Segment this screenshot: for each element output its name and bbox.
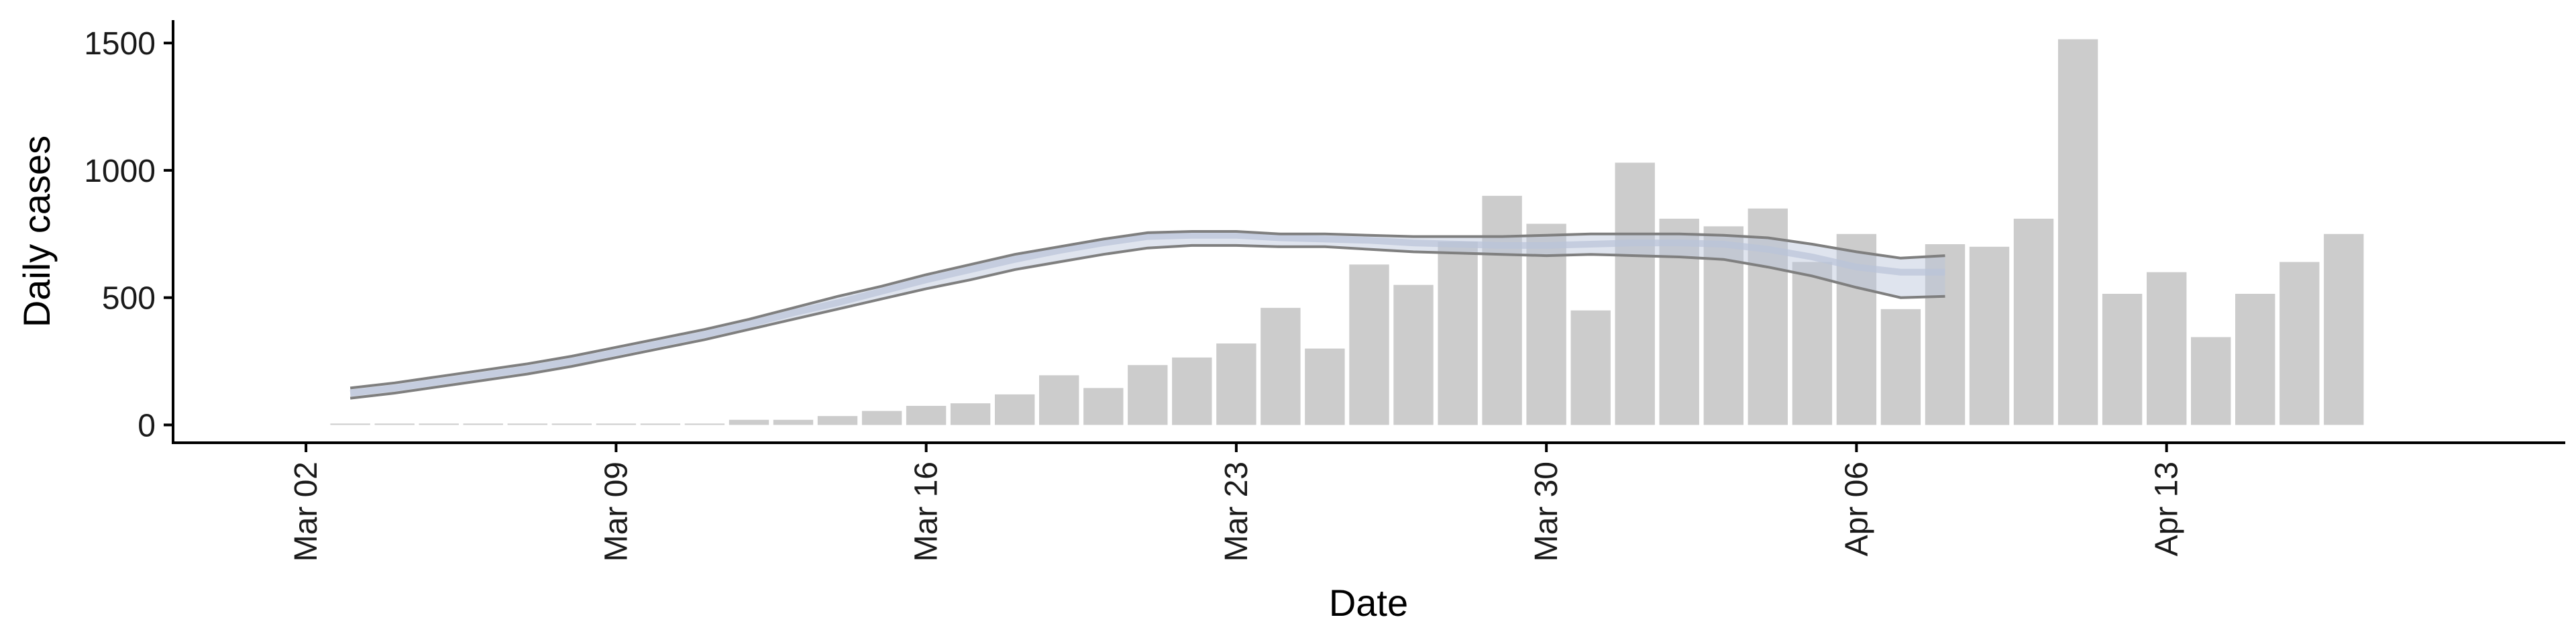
- bar: [596, 423, 637, 425]
- bar: [817, 416, 858, 425]
- x-tick-label: Mar 09: [598, 462, 634, 561]
- bars-layer: [330, 39, 2364, 425]
- bar: [1880, 309, 1921, 425]
- bar: [1526, 223, 1566, 425]
- bar: [374, 423, 415, 425]
- bar: [1792, 262, 1833, 425]
- x-tick-label: Mar 23: [1219, 462, 1254, 561]
- bar: [463, 423, 503, 425]
- y-ticks: 0 500 1000 1500: [84, 26, 173, 443]
- bar: [1969, 246, 2010, 425]
- bar: [1260, 307, 1301, 425]
- bar: [2057, 39, 2098, 425]
- y-axis-title: Daily cases: [15, 136, 58, 327]
- bar: [1482, 195, 1522, 425]
- bar: [773, 419, 814, 425]
- bar: [1216, 343, 1256, 425]
- bar: [1349, 264, 1389, 425]
- bar: [1039, 375, 1079, 425]
- bar: [507, 423, 547, 425]
- bar: [684, 423, 725, 425]
- x-tick-label: Apr 06: [1839, 462, 1874, 556]
- bar: [2147, 272, 2187, 425]
- bar: [2191, 337, 2231, 425]
- bar: [419, 423, 459, 425]
- estimate-upper-line: [350, 230, 1945, 390]
- x-ticks: Mar 02 Mar 09 Mar 16 Mar 23 Mar 30 Apr 06 Apr …: [288, 443, 2185, 561]
- bar: [1659, 219, 1699, 425]
- bar: [330, 423, 370, 425]
- bar: [1172, 357, 1212, 425]
- bar: [640, 423, 681, 425]
- bar: [551, 423, 592, 425]
- bar: [2235, 294, 2275, 425]
- bar: [2324, 233, 2364, 425]
- bar: [1438, 241, 1478, 425]
- bar: [1615, 162, 1655, 425]
- estimate-median-line: [350, 231, 1945, 396]
- y-tick-label: 0: [138, 408, 156, 443]
- bar: [1083, 388, 1124, 425]
- bar: [995, 394, 1035, 425]
- x-tick-label: Mar 16: [909, 462, 945, 561]
- x-tick-label: Mar 30: [1529, 462, 1564, 561]
- x-tick-label: Mar 02: [288, 462, 324, 561]
- bar: [2279, 262, 2320, 425]
- y-tick-label: 1000: [84, 154, 156, 189]
- x-axis-title: Date: [1329, 582, 1408, 624]
- bar: [1305, 348, 1345, 425]
- bar: [729, 419, 769, 425]
- bar: [950, 403, 991, 425]
- bar: [1570, 310, 1611, 425]
- bar: [906, 406, 947, 425]
- bar: [1128, 365, 1168, 425]
- x-tick-label: Apr 13: [2149, 462, 2185, 556]
- estimate-lower-line: [350, 244, 1945, 400]
- estimate-layer: [350, 230, 1945, 400]
- bar: [2102, 294, 2143, 425]
- bar: [2013, 219, 2054, 425]
- y-tick-label: 1500: [84, 26, 156, 62]
- bar: [861, 411, 902, 425]
- bar: [1393, 284, 1434, 425]
- estimate-band: [350, 231, 1945, 398]
- y-tick-label: 500: [102, 281, 156, 317]
